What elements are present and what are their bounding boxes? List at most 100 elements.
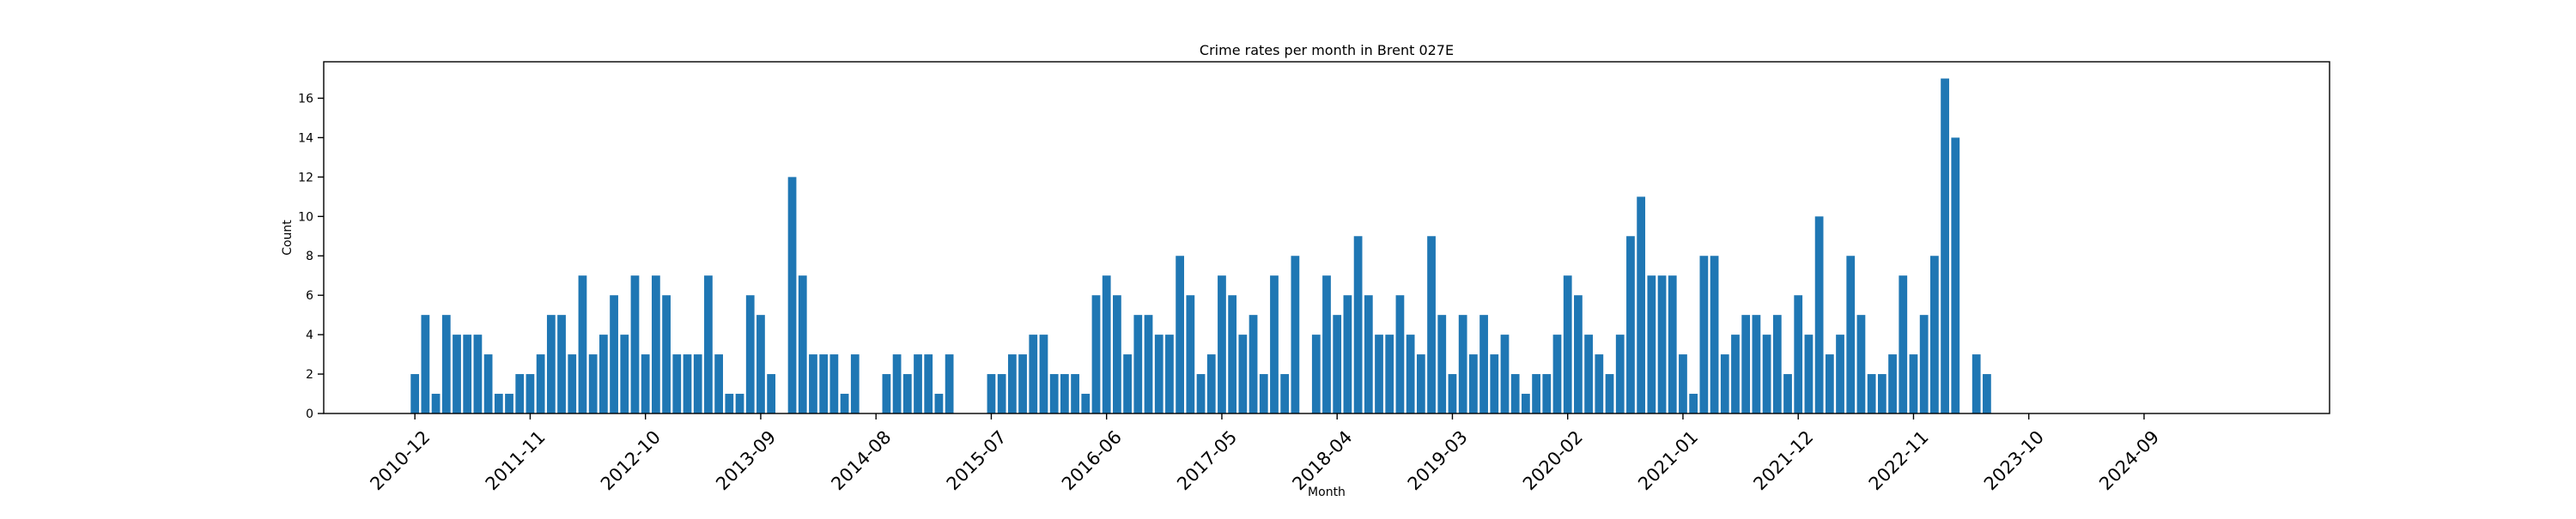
bar (892, 354, 902, 413)
bar (453, 335, 461, 413)
bar (1542, 374, 1552, 413)
y-tick-label: 16 (298, 92, 313, 106)
bar (819, 354, 829, 413)
bar (1238, 335, 1248, 413)
bar (568, 354, 577, 413)
x-tick-label: 2014-08 (827, 426, 895, 494)
bar (1804, 335, 1814, 413)
bar (1877, 374, 1886, 413)
bar (1165, 335, 1174, 413)
y-tick-label: 0 (306, 407, 313, 421)
x-tick-label: 2021-01 (1634, 426, 1702, 494)
bar (1490, 354, 1499, 413)
bar (652, 275, 660, 413)
bar (1941, 78, 1949, 414)
bar (1909, 354, 1918, 413)
chart-title: Crime rates per month in Brent 027E (1200, 42, 1454, 58)
bar (1626, 236, 1635, 413)
bar (483, 354, 493, 413)
x-tick-label: 2012-10 (597, 426, 665, 494)
x-tick-label: 2023-10 (1980, 426, 2048, 494)
bar (798, 275, 807, 413)
bar (536, 354, 545, 413)
bar (1657, 275, 1667, 413)
bar (1825, 354, 1834, 413)
y-tick-label: 10 (298, 210, 313, 224)
bar (1049, 374, 1059, 413)
bar (987, 374, 996, 413)
bar (1605, 374, 1614, 413)
bar (714, 354, 724, 413)
bar (1856, 315, 1866, 413)
bar (505, 394, 513, 413)
bar (1468, 354, 1478, 413)
bar (410, 374, 420, 413)
y-axis-label: Count (281, 220, 295, 256)
bar (1783, 374, 1792, 413)
bar (1867, 374, 1876, 413)
bar (1448, 374, 1457, 413)
x-tick-label: 2017-05 (1173, 426, 1241, 494)
bar (1929, 256, 1939, 413)
bar (588, 354, 598, 413)
bar (431, 394, 440, 413)
bar (1574, 295, 1583, 413)
x-tick-label: 2016-06 (1058, 426, 1126, 494)
bar (598, 335, 608, 413)
bar (934, 394, 944, 413)
bar (557, 315, 566, 413)
bar (1395, 295, 1405, 413)
bar (1522, 394, 1530, 413)
bar (1647, 275, 1656, 413)
bar (1102, 275, 1111, 413)
x-tick-label: 2018-04 (1288, 426, 1356, 494)
bar (725, 394, 734, 413)
bar (1919, 315, 1929, 413)
axes-frame (323, 61, 2330, 414)
bar (1416, 354, 1425, 413)
bar (1091, 295, 1101, 413)
bar (693, 354, 702, 413)
bar (630, 275, 640, 413)
bar (1971, 354, 1981, 413)
bar (1385, 335, 1394, 413)
bar (1343, 295, 1352, 413)
bar (1039, 335, 1048, 413)
bar (1437, 315, 1447, 413)
bar (1291, 256, 1300, 413)
bar (1814, 216, 1824, 413)
y-axis: 0 2 4 6 8 10 12 14 16 (298, 92, 324, 421)
bar (704, 275, 713, 413)
bar (1029, 335, 1038, 413)
bar (997, 374, 1006, 413)
bar (1731, 335, 1740, 413)
bar (1720, 354, 1729, 413)
bar (1510, 374, 1520, 413)
bar (1794, 295, 1803, 413)
bar (1836, 335, 1844, 413)
y-tick-label: 14 (298, 131, 313, 145)
bar (1668, 275, 1677, 413)
x-tick-label: 2015-07 (943, 426, 1011, 494)
bar (546, 315, 556, 413)
bar (1710, 256, 1719, 413)
x-tick-label: 2010-12 (366, 426, 434, 494)
x-tick-label: 2020-02 (1519, 426, 1587, 494)
bar (1552, 335, 1562, 413)
bar (882, 374, 891, 413)
bar (1762, 335, 1771, 413)
y-tick-label: 8 (306, 250, 313, 263)
bar (1479, 315, 1488, 413)
bar (1699, 256, 1709, 413)
x-tick-label: 2021-12 (1749, 426, 1817, 494)
bar (735, 394, 744, 413)
y-tick-label: 2 (306, 368, 313, 382)
y-tick-label: 4 (306, 329, 313, 342)
bar (1353, 236, 1363, 413)
y-tick-label: 12 (298, 171, 313, 184)
bar (1772, 315, 1782, 413)
bar (1228, 295, 1237, 413)
bar (1888, 354, 1897, 413)
